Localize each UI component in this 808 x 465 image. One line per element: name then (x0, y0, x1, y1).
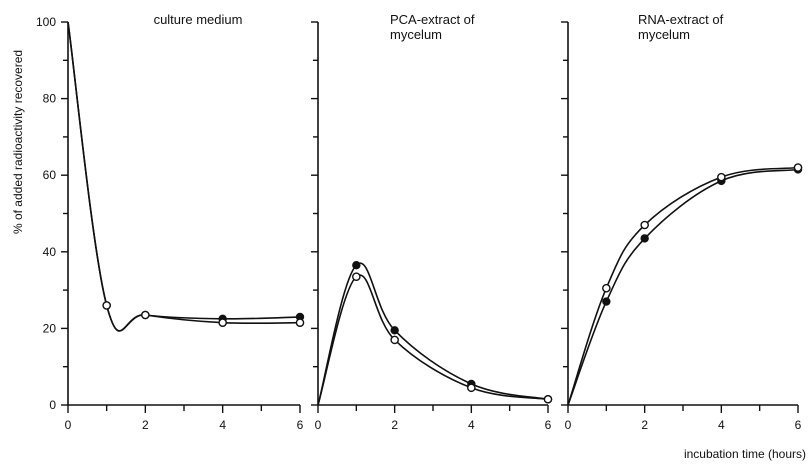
y-tick-label: 100 (36, 15, 56, 29)
data-point-open (793, 163, 803, 172)
y-tick-label: 40 (43, 245, 57, 259)
x-tick-label: 0 (65, 418, 72, 432)
x-tick-label: 0 (315, 418, 322, 432)
panel-1: 0 20 40 60 80 100 0 2 4 6 culture medium (36, 12, 305, 432)
data-point-filled (390, 326, 399, 335)
data-point-open (390, 335, 399, 345)
data-point-open (543, 394, 553, 404)
data-point-open (640, 220, 649, 230)
x-tick-label: 4 (219, 418, 226, 432)
x-tick-label: 6 (297, 418, 304, 432)
x-axis-label: incubation time (hours) (684, 447, 806, 461)
y-tick-label: 80 (43, 92, 57, 106)
series-line-open (67, 21, 301, 332)
y-axis-label: % of added radioactivity recovered (11, 50, 25, 234)
y-tick-label: 20 (43, 321, 57, 335)
x-tick-label: 6 (545, 418, 552, 432)
panel-title-line: mycelum (390, 27, 442, 42)
panel-title: RNA-extract of mycelum (638, 12, 724, 42)
data-point-filled (602, 297, 611, 306)
x-tick-label: 4 (718, 418, 725, 432)
panel-title-line: PCA-extract of (390, 12, 475, 27)
y-tick-label: 60 (43, 168, 57, 182)
x-tick-label: 4 (468, 418, 475, 432)
data-point-open (141, 310, 150, 320)
data-point-open (602, 283, 611, 293)
x-tick-label: 0 (565, 418, 572, 432)
data-point-open (352, 272, 361, 281)
data-point-open (467, 383, 476, 393)
x-tick-label: 2 (641, 418, 648, 432)
data-point-open (717, 172, 726, 182)
panel-title-line: culture medium (154, 12, 243, 27)
panel-3: 0 2 4 6 RNA-extract of mycelum (561, 12, 803, 432)
x-tick-label: 2 (391, 418, 398, 432)
data-point-open (218, 318, 227, 327)
data-point-filled (352, 261, 361, 270)
y-tick-label: 0 (49, 398, 56, 412)
data-point-open (295, 318, 305, 327)
panel-title: PCA-extract of mycelum (390, 12, 475, 42)
data-point-open (102, 301, 111, 310)
series-line-filled (317, 262, 549, 406)
x-tick-label: 6 (795, 418, 802, 432)
series-line-open (317, 274, 549, 406)
panel-2: 0 2 4 6 PCA-extract of mycelum (311, 12, 553, 432)
data-point-filled (640, 234, 649, 243)
panel-title-line: RNA-extract of (638, 12, 724, 27)
panel-title-line: mycelum (638, 27, 690, 42)
x-tick-label: 2 (142, 418, 149, 432)
panel-title: culture medium (154, 12, 243, 27)
